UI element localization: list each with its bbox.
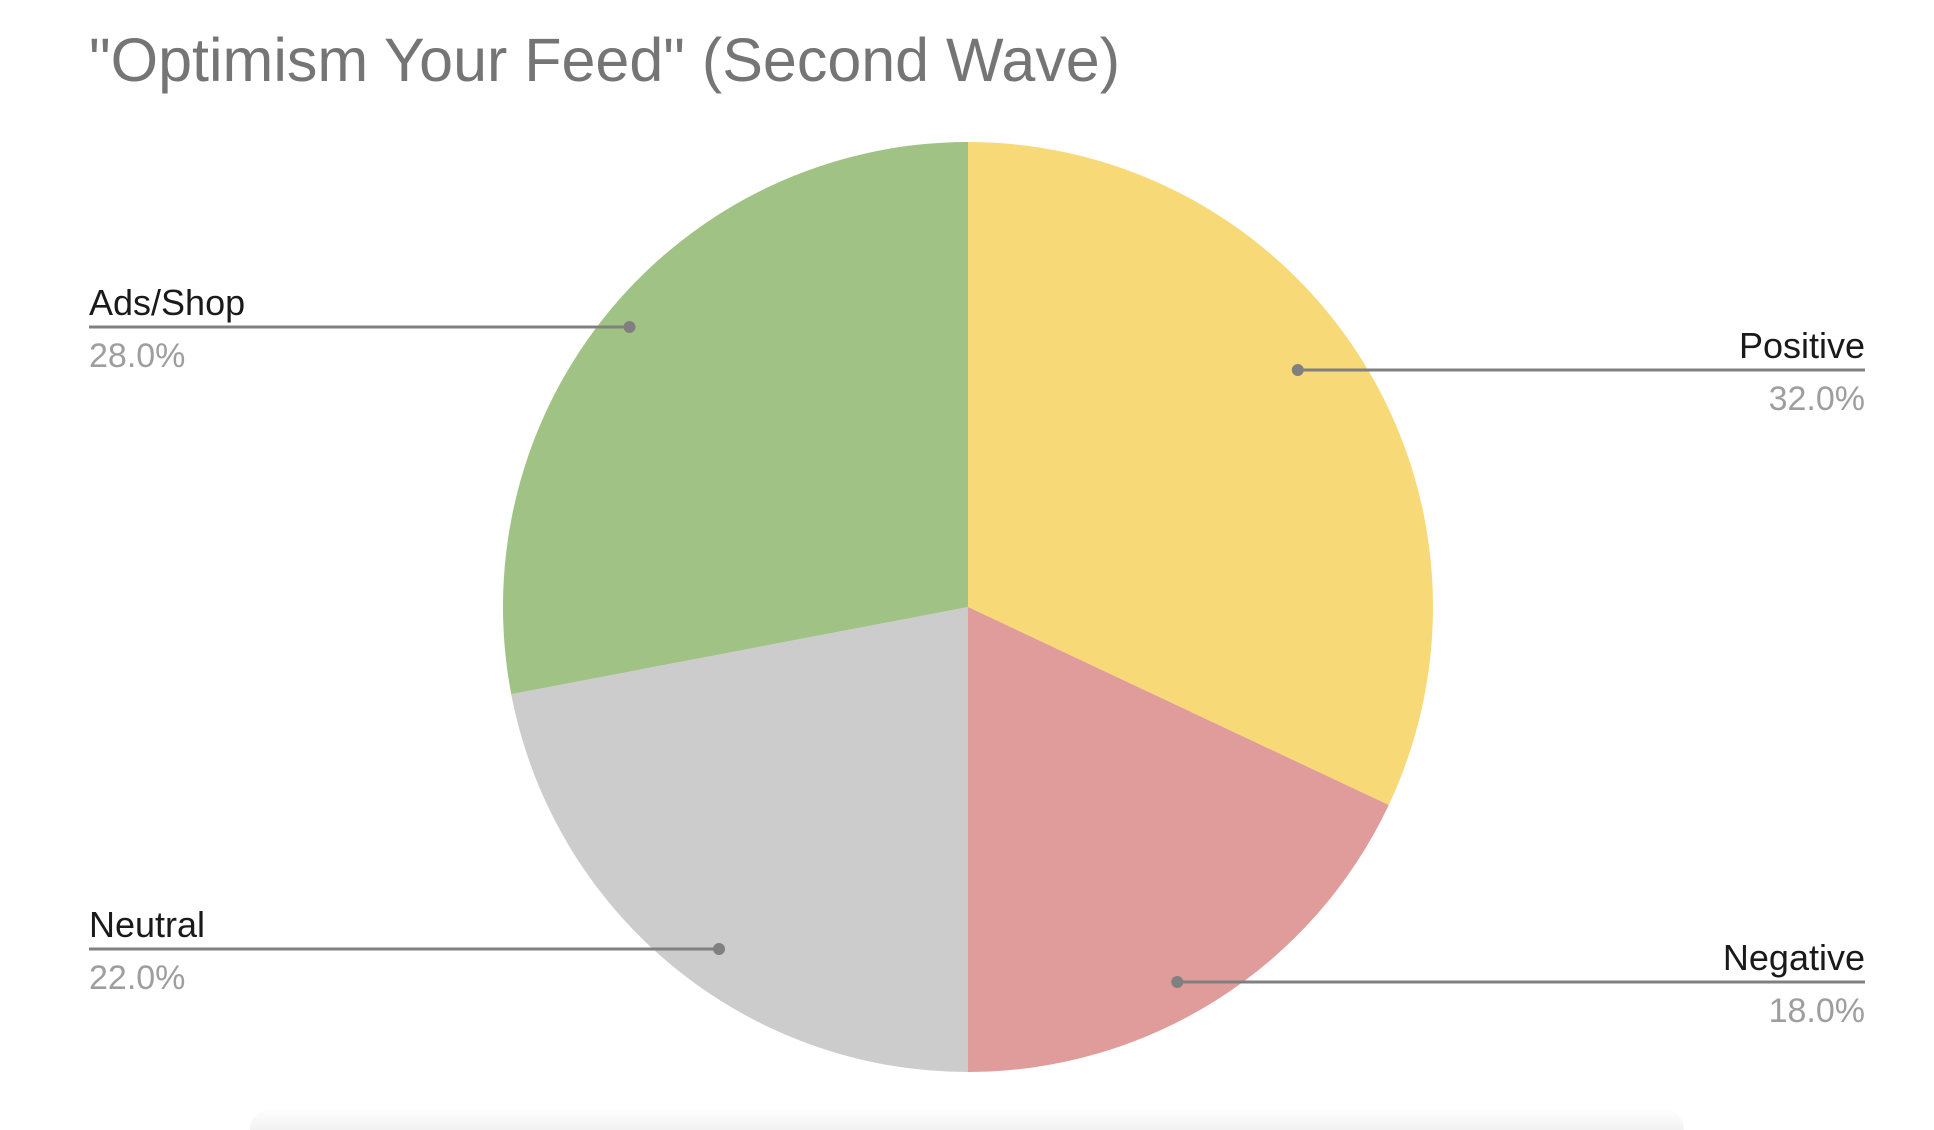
leader-dot-positive — [1291, 364, 1304, 376]
pie-slice-ads-shop[interactable] — [502, 142, 968, 695]
slice-value-neutral: 22.0% — [89, 959, 185, 997]
leader-dot-neutral — [713, 943, 726, 955]
bottom-shadow — [250, 1108, 1684, 1130]
slice-label-positive: Positive — [1739, 325, 1865, 366]
chart-title: "Optimism Your Feed" (Second Wave) — [89, 26, 1121, 94]
leader-dot-ads-shop — [623, 321, 636, 333]
slice-value-positive: 32.0% — [1769, 380, 1865, 418]
pie-slice-neutral[interactable] — [511, 607, 968, 1072]
slice-label-negative: Negative — [1723, 937, 1865, 978]
pie-slice-negative[interactable] — [968, 607, 1389, 1072]
slice-label-ads-shop: Ads/Shop — [89, 282, 245, 323]
slice-value-negative: 18.0% — [1769, 992, 1865, 1030]
slice-label-neutral: Neutral — [89, 904, 205, 945]
leader-dot-negative — [1171, 976, 1184, 988]
pie-slice-positive[interactable] — [968, 142, 1433, 805]
slice-value-ads-shop: 28.0% — [89, 337, 185, 375]
